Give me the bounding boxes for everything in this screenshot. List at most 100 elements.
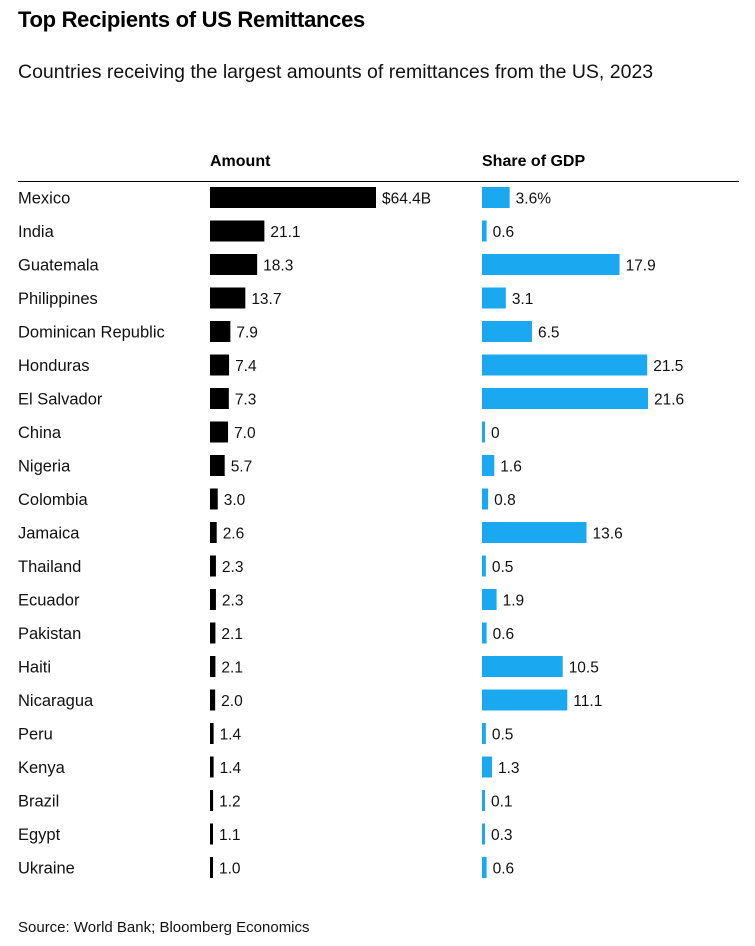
country-label: Philippines: [18, 290, 98, 308]
amount-bar: [210, 187, 376, 208]
amount-bar: [210, 656, 216, 677]
amount-bar: [210, 455, 225, 476]
share-bar: [482, 555, 486, 577]
amount-bar: [210, 254, 258, 275]
chart-subtitle: Countries receiving the largest amounts …: [18, 61, 654, 83]
amount-value-label: 2.0: [221, 693, 243, 710]
amount-value-label: 2.3: [222, 559, 244, 576]
share-bar: [482, 656, 563, 677]
country-label: Mexico: [18, 190, 70, 208]
amount-value-label: 7.4: [235, 358, 257, 375]
header-rule: [18, 181, 739, 182]
share-bar: [482, 488, 489, 510]
share-value-label: 0.6: [493, 861, 515, 878]
amount-bar: [210, 321, 231, 342]
amount-bar: [210, 589, 216, 610]
amount-value-label: 2.1: [221, 626, 243, 643]
amount-bar: [210, 488, 218, 510]
country-label: China: [18, 424, 62, 442]
share-bar: [482, 455, 495, 476]
amount-bar: [210, 555, 216, 577]
country-label: Ukraine: [18, 860, 75, 878]
share-value-label: 21.5: [653, 358, 683, 375]
share-value-label: 3.1: [512, 291, 534, 308]
country-label: Dominican Republic: [18, 324, 165, 342]
amount-value-label: 7.9: [236, 325, 258, 342]
country-label: Jamaica: [18, 525, 80, 543]
share-value-label: 13.6: [593, 526, 623, 543]
amount-value-label: 13.7: [251, 291, 281, 308]
share-value-label: 1.9: [503, 593, 525, 610]
amount-value-label: 2.1: [221, 660, 243, 677]
country-label: Egypt: [18, 826, 61, 844]
country-label: Ecuador: [18, 592, 80, 610]
share-value-label: 17.9: [626, 258, 656, 275]
amount-value-label: 2.6: [223, 526, 245, 543]
amount-bar: [210, 220, 265, 242]
share-bar: [482, 287, 506, 309]
share-bar: [482, 321, 532, 342]
amount-value-label: 5.7: [231, 459, 253, 476]
share-value-label: 0.5: [492, 727, 514, 744]
share-column-header: Share of GDP: [482, 153, 586, 170]
source-note: Source: World Bank; Bloomberg Economics: [18, 919, 310, 936]
country-label: Thailand: [18, 558, 81, 576]
country-label: Pakistan: [18, 625, 81, 643]
amount-bar: [210, 522, 217, 543]
amount-value-label: 1.1: [219, 827, 241, 844]
share-bar: [482, 354, 648, 376]
amount-value-label: 7.0: [234, 425, 256, 442]
amount-value-label: 1.0: [219, 861, 241, 878]
amount-value-label: 1.2: [219, 794, 241, 811]
share-bar: [482, 254, 620, 275]
amount-bar: [210, 823, 213, 845]
amount-bar: [210, 756, 214, 778]
amount-value-label: 18.3: [263, 258, 293, 275]
share-bar: [482, 790, 485, 811]
country-label: El Salvador: [18, 391, 103, 409]
share-value-label: 0: [491, 425, 500, 442]
share-bar: [482, 756, 492, 778]
amount-value-label: 2.3: [222, 593, 244, 610]
country-label: Brazil: [18, 793, 59, 811]
share-bar: [482, 421, 485, 443]
amount-bar: [210, 354, 230, 376]
share-bar: [482, 187, 510, 208]
amount-bar: [210, 689, 216, 711]
share-value-label: 3.6%: [516, 191, 552, 208]
share-bar: [482, 823, 485, 845]
share-bar: [482, 388, 648, 409]
share-bar: [482, 689, 568, 711]
share-value-label: 0.6: [493, 224, 515, 241]
share-bar: [482, 622, 487, 644]
amount-value-label: $64.4B: [382, 191, 431, 208]
amount-bar: [210, 622, 216, 644]
share-bar: [482, 857, 487, 878]
share-value-label: 10.5: [569, 660, 599, 677]
chart-title: Top Recipients of US Remittances: [18, 7, 365, 32]
amount-bar: [210, 857, 213, 878]
country-label: Honduras: [18, 357, 90, 375]
share-value-label: 0.3: [491, 827, 513, 844]
country-label: Nicaragua: [18, 692, 94, 710]
share-value-label: 11.1: [573, 693, 602, 710]
share-bar: [482, 522, 587, 543]
amount-value-label: 21.1: [270, 224, 300, 241]
share-value-label: 1.3: [498, 760, 520, 777]
country-label: Guatemala: [18, 257, 100, 275]
share-value-label: 1.6: [500, 459, 522, 476]
amount-bar: [210, 287, 246, 309]
country-label: Nigeria: [18, 458, 71, 476]
share-value-label: 0.8: [494, 492, 516, 509]
share-value-label: 6.5: [538, 325, 560, 342]
country-label: Peru: [18, 726, 53, 744]
share-bar: [482, 723, 486, 744]
amount-bar: [210, 388, 229, 409]
amount-value-label: 3.0: [224, 492, 246, 509]
amount-value-label: 1.4: [220, 727, 242, 744]
country-label: Kenya: [18, 759, 66, 777]
share-bar: [482, 589, 497, 610]
country-label: Haiti: [18, 659, 51, 677]
country-label: India: [18, 223, 55, 241]
amount-bar: [210, 421, 229, 443]
